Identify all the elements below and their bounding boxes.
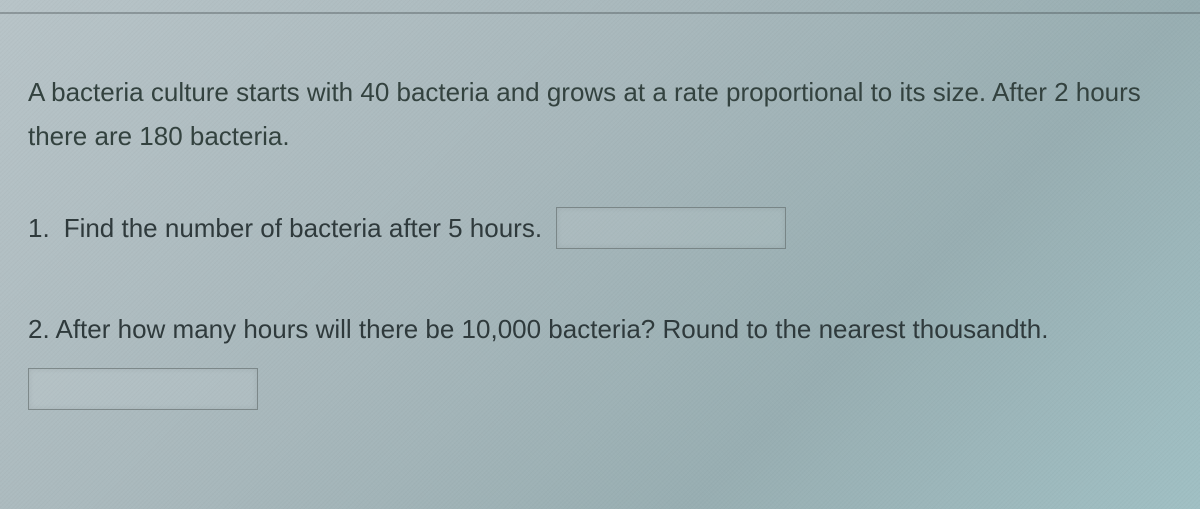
question-1-answer-input[interactable] xyxy=(556,207,786,249)
question-2-number: 2. xyxy=(28,314,50,344)
question-1: 1. Find the number of bacteria after 5 h… xyxy=(28,206,1160,250)
question-2: 2. After how many hours will there be 10… xyxy=(28,307,1160,410)
question-2-text: After how many hours will there be 10,00… xyxy=(55,314,1048,344)
top-divider xyxy=(0,12,1200,14)
problem-content: A bacteria culture starts with 40 bacter… xyxy=(28,70,1160,466)
question-2-answer-input[interactable] xyxy=(28,368,258,410)
question-1-text: Find the number of bacteria after 5 hour… xyxy=(64,206,542,250)
problem-intro-text: A bacteria culture starts with 40 bacter… xyxy=(28,70,1148,158)
question-1-number: 1. xyxy=(28,206,50,250)
